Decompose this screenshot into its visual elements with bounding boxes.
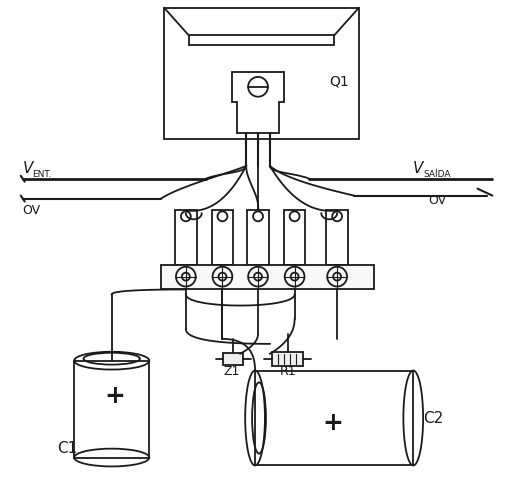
Text: +: + (105, 384, 126, 408)
Bar (161, 265, 374, 289)
Bar (212, 210, 233, 265)
Bar (189, 36, 334, 45)
Bar (175, 210, 197, 265)
Text: R1: R1 (280, 366, 296, 379)
Bar (247, 210, 269, 265)
Bar (164, 8, 359, 139)
Bar (284, 210, 305, 265)
Text: C2: C2 (423, 411, 444, 426)
Bar (255, 370, 413, 466)
Bar (74, 361, 149, 458)
Text: Q1: Q1 (329, 75, 349, 89)
Bar (272, 352, 304, 366)
Bar (224, 353, 243, 365)
Text: +: + (322, 411, 343, 435)
Text: ENT.: ENT. (33, 170, 52, 179)
Text: Z1: Z1 (224, 366, 240, 379)
Text: OV: OV (428, 194, 446, 207)
Text: OV: OV (23, 204, 41, 217)
Text: V: V (413, 162, 424, 176)
Text: C1: C1 (57, 441, 77, 456)
Text: SAÍDA: SAÍDA (423, 170, 451, 179)
Bar (326, 210, 348, 265)
Text: V: V (23, 162, 33, 176)
